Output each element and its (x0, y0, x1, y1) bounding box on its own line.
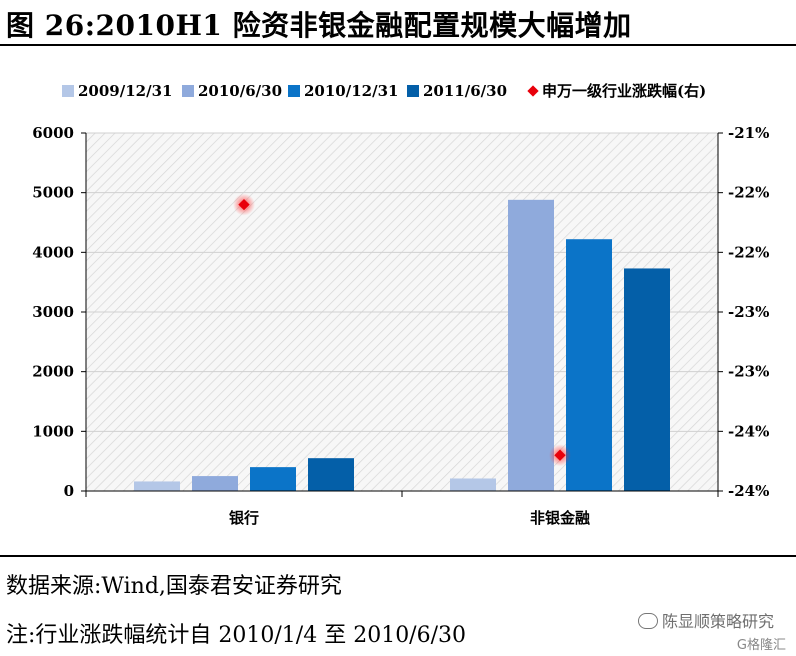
y2-tick-label: -24% (728, 482, 769, 500)
legend-label: 2009/12/31 (78, 82, 172, 100)
y-tick-label: 3000 (32, 303, 74, 321)
legend-swatch (407, 85, 419, 97)
bar (508, 199, 554, 491)
watermark-sub: G格隆汇 (736, 638, 786, 653)
y2-tick-label: -24% (728, 422, 769, 440)
scatter-point (238, 198, 250, 211)
y2-tick-label: -23% (728, 303, 769, 321)
legend-swatch (62, 85, 74, 97)
bar (134, 481, 180, 491)
bar (308, 458, 354, 491)
legend-marker (527, 85, 539, 97)
source-text: 数据来源:Wind,国泰君安证券研究 (6, 574, 342, 599)
legend-label: 2010/6/30 (198, 82, 282, 100)
note-text: 注:行业涨跌幅统计自 2010/1/4 至 2010/6/30 (6, 623, 467, 648)
y-tick-label: 0 (64, 482, 74, 500)
legend-swatch (182, 85, 194, 97)
scatter-point (554, 449, 566, 461)
watermark: 陈显顺策略研究 (637, 608, 774, 632)
y-tick-label: 2000 (32, 363, 74, 381)
y2-tick-label: -23% (728, 363, 769, 381)
x-tick-label: 银行 (229, 509, 259, 527)
bar (566, 239, 612, 491)
watermark-text: 陈显顺策略研究 (661, 612, 774, 631)
x-tick-label: 非银金融 (530, 509, 590, 527)
title-divider (0, 44, 796, 46)
wechat-icon (637, 613, 658, 629)
footer-divider (0, 555, 796, 557)
bar (192, 476, 238, 491)
y-tick-label: 6000 (32, 124, 74, 142)
legend-swatch (288, 85, 300, 97)
y-tick-label: 1000 (32, 422, 74, 440)
y-tick-label: 5000 (32, 184, 74, 202)
bar (624, 268, 670, 491)
y2-tick-label: -22% (728, 243, 769, 261)
legend-label: 2011/6/30 (423, 82, 507, 100)
y2-tick-label: -22% (728, 184, 769, 202)
bar (450, 478, 496, 491)
legend-label: 申万一级行业涨跌幅(右) (542, 82, 706, 100)
y-tick-label: 4000 (32, 243, 74, 261)
y2-tick-label: -21% (728, 124, 769, 142)
chart-title: 图 26:2010H1 险资非银金融配置规模大幅增加 (6, 9, 632, 42)
bar (250, 467, 296, 491)
legend-label: 2010/12/31 (304, 82, 398, 100)
bar-chart: 0 -24% 1000 -24% 2000 -23% 3000 -23% 4000 -22% 500… (32, 82, 769, 527)
